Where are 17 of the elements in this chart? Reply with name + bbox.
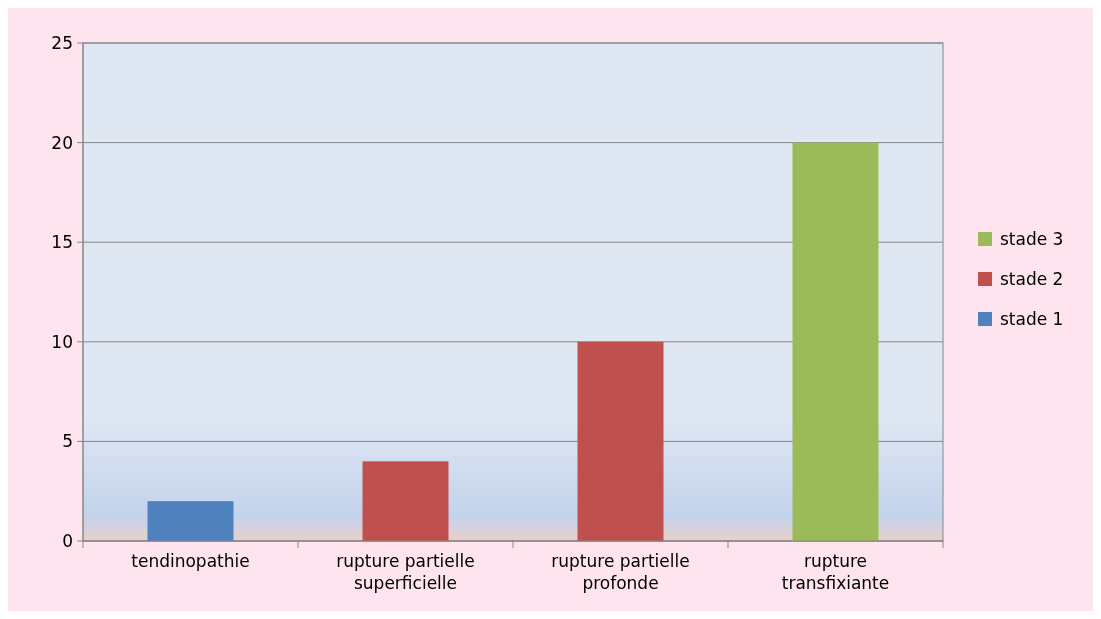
- bar: [577, 341, 664, 541]
- bar: [147, 501, 234, 541]
- legend-label: stade 3: [1000, 228, 1064, 249]
- y-tick-label: 5: [62, 431, 73, 452]
- y-tick-label: 15: [51, 232, 73, 253]
- legend-label: stade 1: [1000, 308, 1064, 329]
- y-tick-label: 0: [62, 530, 73, 551]
- x-tick-label: rupture partielle profonde: [551, 551, 690, 593]
- y-tick-label: 10: [51, 331, 73, 352]
- x-tick-label: tendinopathie: [131, 551, 250, 571]
- x-tick-label: rupture partielle superficielle: [336, 551, 475, 593]
- bar: [362, 461, 449, 541]
- y-tick-label: 20: [51, 132, 73, 153]
- y-tick-label: 25: [51, 32, 73, 53]
- bar: [792, 142, 879, 541]
- legend-label: stade 2: [1000, 268, 1064, 289]
- x-tick-label: rupture transfixiante: [781, 551, 890, 593]
